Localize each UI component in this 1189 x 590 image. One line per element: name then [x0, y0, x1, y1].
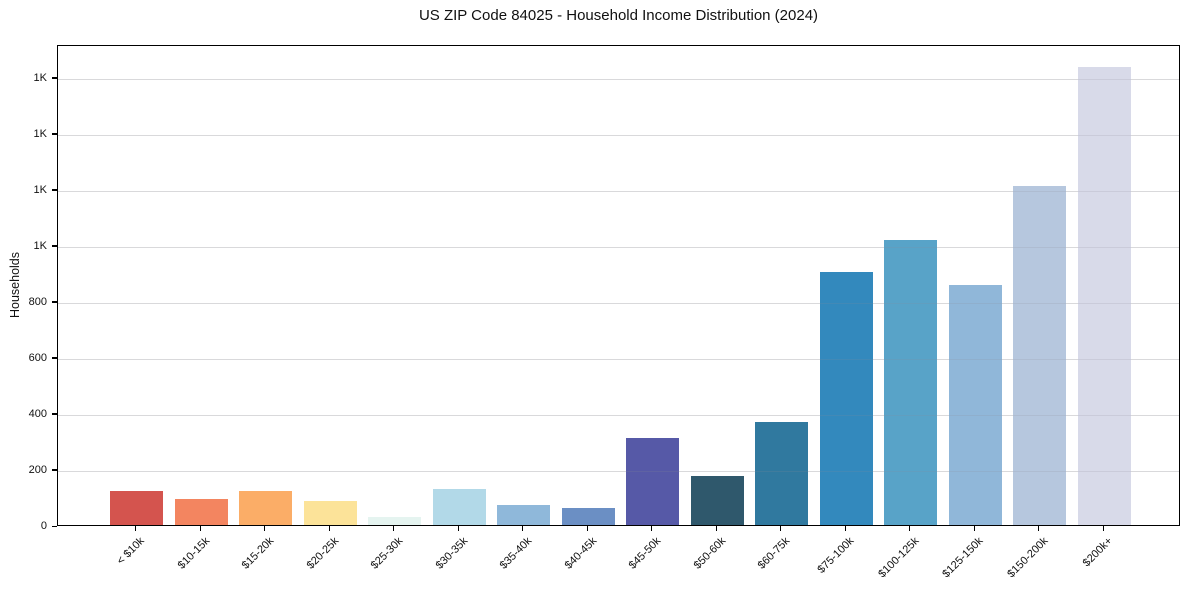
x-tick-label: $60-75k: [755, 535, 793, 572]
y-tick-mark: [52, 525, 57, 527]
x-tick-label: < $10k: [115, 535, 148, 568]
x-tick-mark: [328, 526, 330, 531]
x-tick-mark: [522, 526, 524, 531]
x-tick-mark: [135, 526, 137, 531]
x-tick-label: $35-40k: [497, 535, 535, 572]
x-tick-mark: [973, 526, 975, 531]
gridline: [58, 302, 1179, 304]
x-axis: < $10k $10-15k $15-20k $20-25k $25-30k $30-35…: [57, 526, 1180, 590]
y-tick-mark: [52, 301, 57, 303]
x-tick-mark: [199, 526, 201, 531]
plot-area: [57, 45, 1180, 526]
bar-12: [884, 239, 938, 525]
x-tick-mark: [909, 526, 911, 531]
gridline: [58, 470, 1179, 472]
x-tick-mark: [586, 526, 588, 531]
y-tick-label: 600: [28, 351, 47, 364]
bar-13: [948, 284, 1002, 525]
bar-8: [626, 437, 680, 525]
gridline: [58, 78, 1179, 80]
gridline-overlay: [58, 134, 1179, 136]
y-tick-mark: [52, 133, 57, 135]
chart-title: US ZIP Code 84025 - Household Income Dis…: [418, 7, 819, 24]
bar-11: [819, 271, 873, 525]
x-tick-mark: [651, 526, 653, 531]
x-tick-label: $10-15k: [175, 535, 212, 572]
x-tick-label: $150-200k: [1005, 535, 1051, 581]
y-tick-mark: [52, 77, 57, 79]
x-tick-label: $50-60k: [691, 535, 728, 572]
bar-3: [303, 501, 357, 525]
x-tick-mark: [393, 526, 395, 531]
bar-0: [110, 491, 164, 525]
x-tick-label: $100-125k: [876, 535, 922, 581]
x-tick-mark: [715, 526, 717, 531]
y-tick-label: 800: [28, 295, 47, 308]
y-tick-mark: [52, 413, 57, 415]
x-tick-label: $40-45k: [562, 535, 599, 572]
gridline: [58, 414, 1179, 416]
bar-2: [239, 490, 293, 525]
x-tick-label: $15-20k: [239, 535, 277, 572]
x-tick-mark: [264, 526, 266, 531]
y-tick-label: 1K: [33, 71, 47, 84]
y-tick-mark: [52, 357, 57, 359]
x-tick-mark: [1102, 526, 1104, 531]
gridline: [58, 246, 1179, 248]
x-tick-mark: [1038, 526, 1040, 531]
y-tick-label: 200: [28, 463, 47, 476]
x-tick-label: $45-50k: [626, 535, 664, 572]
y-tick-mark: [52, 245, 57, 247]
gridline-overlay: [58, 78, 1179, 80]
x-tick-label: $200k+: [1080, 535, 1115, 570]
x-tick-mark: [780, 526, 782, 531]
bar-15: [1077, 67, 1131, 525]
y-tick-label: 1K: [33, 127, 47, 140]
gridline: [58, 134, 1179, 136]
bar-14: [1013, 185, 1067, 525]
y-tick-label: 0: [40, 520, 47, 532]
gridline-overlay: [58, 358, 1179, 360]
gridline-overlay: [58, 470, 1179, 472]
y-tick-label: 400: [28, 407, 47, 420]
x-tick-label: $75-100k: [815, 535, 857, 576]
bar-1: [174, 499, 228, 525]
gridline: [58, 190, 1179, 192]
bar-6: [497, 505, 551, 525]
x-tick-label: $30-35k: [433, 535, 470, 572]
y-tick-mark: [52, 189, 57, 191]
gridline-overlay: [58, 190, 1179, 192]
x-tick-label: $25-30k: [368, 535, 406, 572]
y-tick-mark: [52, 469, 57, 471]
x-tick-mark: [457, 526, 459, 531]
y-tick-label: 1K: [33, 183, 47, 196]
x-tick-label: $125-150k: [940, 535, 986, 581]
y-tick-label: 1K: [33, 239, 47, 252]
bar-7: [561, 507, 615, 525]
gridline: [58, 358, 1179, 360]
bar-4: [368, 516, 422, 525]
gridline-overlay: [58, 246, 1179, 248]
y-axis: 0 200 400 600 800 1K 1K 1K 1K: [0, 45, 57, 532]
bar-9: [690, 475, 744, 525]
x-tick-mark: [844, 526, 846, 531]
gridline-overlay: [58, 302, 1179, 304]
bar-5: [432, 489, 486, 525]
x-tick-label: $20-25k: [304, 535, 341, 572]
gridline-overlay: [58, 414, 1179, 416]
bar-10: [755, 422, 809, 525]
